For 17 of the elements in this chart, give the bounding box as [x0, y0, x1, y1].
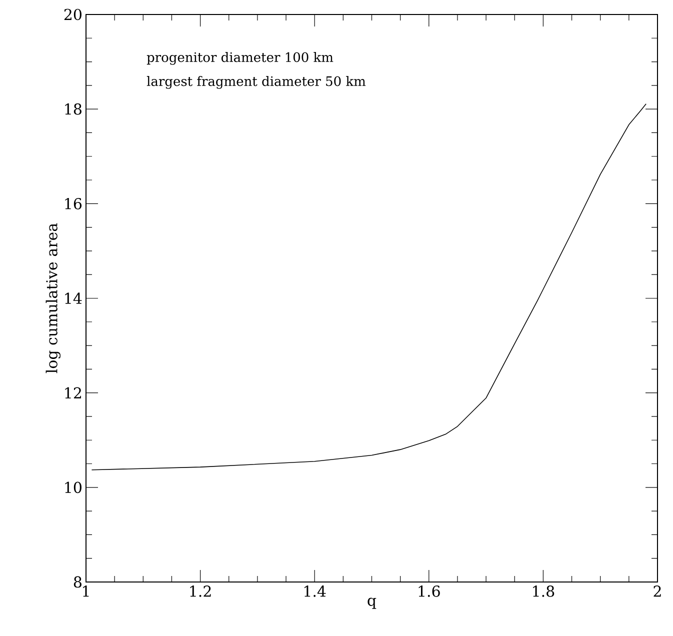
x-tick-label: 1.6: [418, 586, 440, 597]
x-tick-label: 1.4: [304, 586, 326, 597]
y-tick-label: 18: [65, 103, 82, 115]
y-tick-label: 10: [65, 482, 82, 494]
x-tick-label: 1.8: [533, 586, 554, 597]
annotation: progenitor diameter 100 km: [146, 52, 334, 65]
y-tick-label: 8: [74, 576, 82, 588]
x-tick-label: 1.2: [190, 586, 211, 597]
y-tick-label: 16: [65, 198, 82, 210]
y-tick-label: 20: [64, 8, 82, 20]
annotation: largest fragment diameter 50 km: [146, 76, 366, 89]
y-axis-title: log cumulative area: [46, 223, 61, 374]
x-tick-label: 1: [83, 586, 89, 597]
y-tick-label: 14: [65, 292, 82, 304]
y-tick-label: 12: [65, 387, 81, 398]
x-axis-title: q: [368, 598, 376, 609]
x-tick-label: 2: [654, 586, 661, 597]
